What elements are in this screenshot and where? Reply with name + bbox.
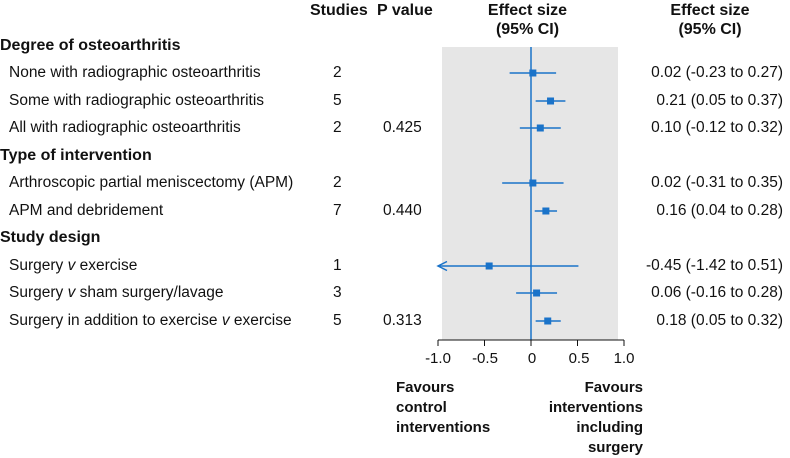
studies-count: 5 <box>333 312 342 329</box>
plot-panel <box>442 47 618 340</box>
row-label: Surgery in addition to exercise v exerci… <box>9 312 292 329</box>
point-estimate <box>485 262 493 270</box>
studies-count: 5 <box>333 92 342 109</box>
studies-count: 3 <box>333 284 342 301</box>
ci-arrow <box>436 260 448 272</box>
row-label: None with radiographic osteoarthritis <box>9 64 261 81</box>
group-title-osteoarthritis: Degree of osteoarthritis <box>0 37 181 54</box>
row-label: Surgery v exercise <box>9 257 138 274</box>
favours-control-label: Favours control interventions <box>396 379 491 436</box>
row-label: All with radiographic osteoarthritis <box>9 119 241 136</box>
favours-surgery-label: Favours interventions including surgery <box>548 379 643 456</box>
header-effect-text-line2: (95% CI) <box>678 21 742 38</box>
x-tick-label: 1.0 <box>613 350 635 367</box>
ci-text: 0.02 (-0.31 to 0.35) <box>651 174 783 191</box>
x-tick-label: -0.5 <box>472 350 498 367</box>
ci-text: 0.18 (0.05 to 0.32) <box>656 312 783 329</box>
group-title-study-design: Study design <box>0 229 101 246</box>
point-estimate <box>544 317 552 325</box>
studies-count: 1 <box>333 257 342 274</box>
ci-text: 0.02 (-0.23 to 0.27) <box>651 64 783 81</box>
ci-text: -0.45 (-1.42 to 0.51) <box>646 257 783 274</box>
x-tick-label: 0 <box>527 350 537 367</box>
studies-count: 2 <box>333 174 342 191</box>
row-label: Some with radiographic osteoarthritis <box>9 92 265 109</box>
row-label: Surgery v sham surgery/lavage <box>9 284 224 301</box>
ci-text: 0.10 (-0.12 to 0.32) <box>651 119 783 136</box>
point-estimate <box>529 179 537 187</box>
p-value: 0.425 <box>383 119 422 136</box>
point-estimate <box>547 97 555 105</box>
header-effect-plot-line1: Effect size <box>487 2 568 19</box>
row-label: Arthroscopic partial meniscectomy (APM) <box>9 174 294 191</box>
header-studies: Studies <box>310 2 368 19</box>
ci-text: 0.21 (0.05 to 0.37) <box>656 92 783 109</box>
point-estimate <box>542 207 550 215</box>
ci-text: 0.06 (-0.16 to 0.28) <box>651 284 783 301</box>
studies-count: 2 <box>333 119 342 136</box>
p-value: 0.440 <box>383 202 422 219</box>
studies-count: 7 <box>333 202 342 219</box>
x-tick-label: 0.5 <box>568 350 590 367</box>
p-value: 0.313 <box>383 312 422 329</box>
header-effect-plot-line2: (95% CI) <box>495 21 560 38</box>
studies-count: 2 <box>333 64 342 81</box>
x-tick-label: -1.0 <box>425 350 451 367</box>
point-estimate <box>533 289 541 297</box>
group-title-intervention: Type of intervention <box>0 147 152 164</box>
point-estimate <box>536 124 544 132</box>
header-effect-text-line1: Effect size <box>670 2 750 19</box>
row-label: APM and debridement <box>9 202 164 219</box>
point-estimate <box>529 69 537 77</box>
header-p-value: P value <box>377 2 433 19</box>
ci-text: 0.16 (0.04 to 0.28) <box>656 202 783 219</box>
